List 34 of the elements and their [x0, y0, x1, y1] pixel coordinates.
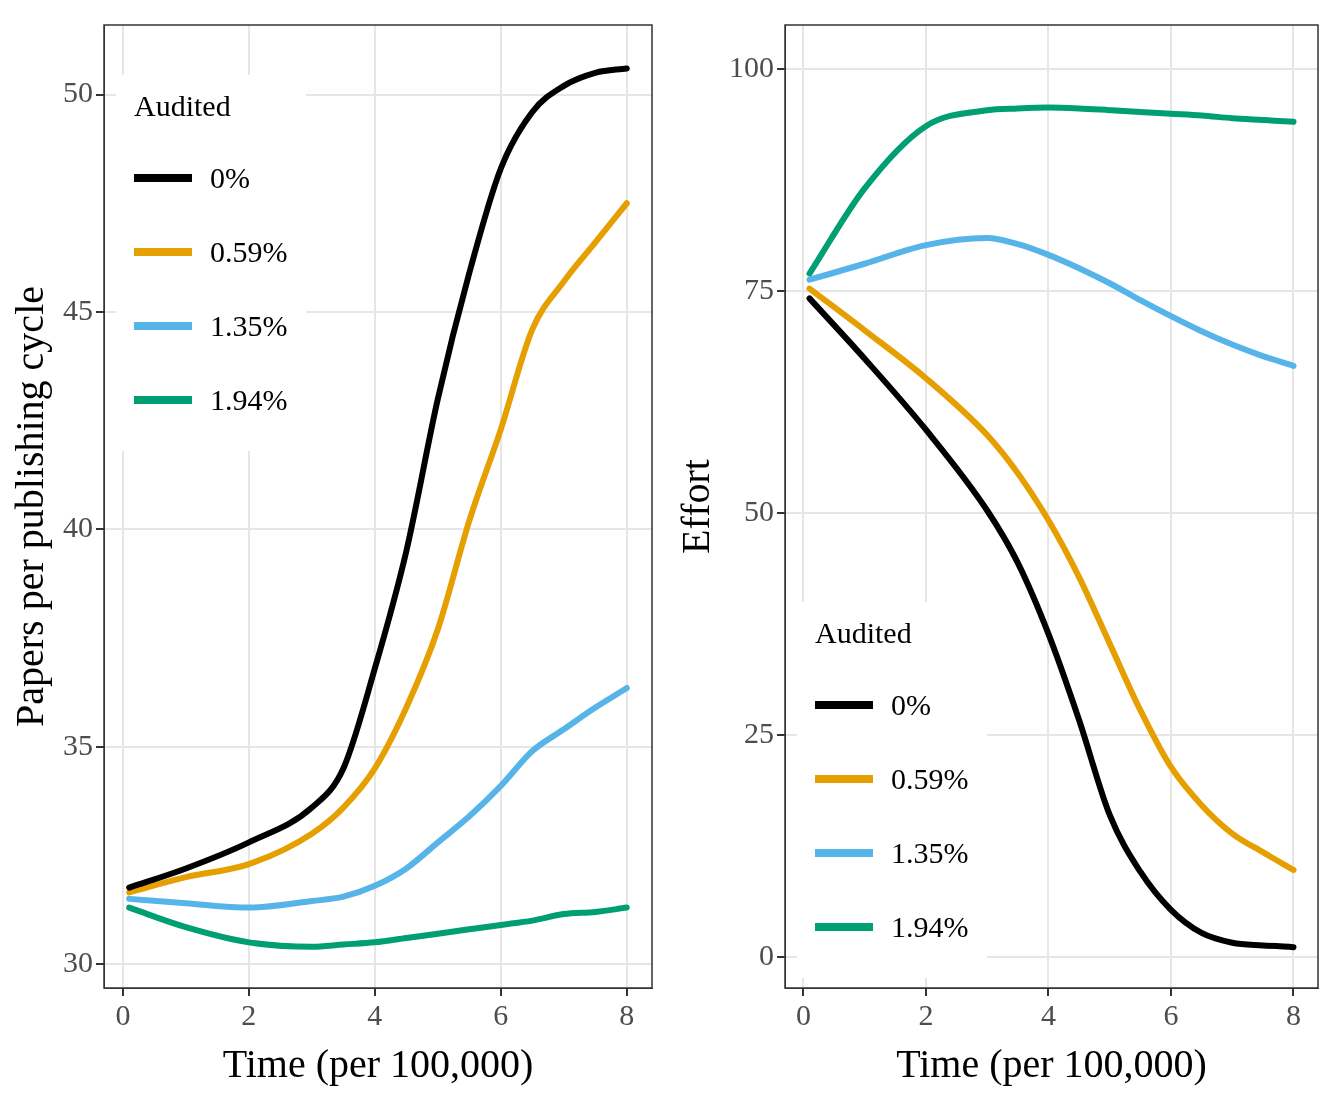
legend-label: 0% — [891, 688, 931, 722]
y-tick-label: 30 — [63, 944, 93, 978]
y-tick-label: 50 — [63, 75, 93, 109]
legend-title: Audited — [134, 89, 232, 123]
x-tick-label: 6 — [493, 997, 509, 1031]
x-tick-label: 4 — [367, 997, 383, 1031]
x-tick-label: 0 — [795, 997, 811, 1031]
x-tick-label: 8 — [1285, 997, 1301, 1031]
x-tick-label: 6 — [1163, 997, 1179, 1031]
x-tick-label: 2 — [241, 997, 257, 1031]
x-axis-title: Time (per 100,000) — [222, 1040, 534, 1086]
legend-label: 1.94% — [210, 383, 288, 417]
legend-label: 1.94% — [891, 910, 969, 944]
x-tick-label: 8 — [619, 997, 635, 1031]
y-tick-label: 75 — [744, 272, 774, 306]
y-axis-title: Papers per publishing cycle — [6, 286, 52, 727]
x-tick-label: 4 — [1040, 997, 1056, 1031]
y-tick-label: 40 — [63, 510, 93, 544]
y-axis-title: Effort — [672, 459, 718, 554]
y-tick-label: 50 — [744, 494, 774, 528]
y-tick-label: 0 — [759, 937, 774, 971]
legend-label: 0.59% — [891, 762, 969, 796]
y-tick-label: 45 — [63, 292, 93, 326]
y-tick-label: 35 — [63, 727, 93, 761]
legend-label: 0.59% — [210, 235, 288, 269]
legend-label: 1.35% — [891, 836, 969, 870]
legend-label: 1.35% — [210, 309, 288, 343]
legend-title: Audited — [815, 616, 913, 650]
x-axis-title: Time (per 100,000) — [896, 1040, 1207, 1086]
y-tick-label: 25 — [744, 715, 774, 749]
legend-label: 0% — [210, 161, 250, 195]
y-tick-label: 100 — [729, 50, 774, 84]
x-tick-label: 0 — [115, 997, 131, 1031]
x-tick-label: 2 — [918, 997, 934, 1031]
